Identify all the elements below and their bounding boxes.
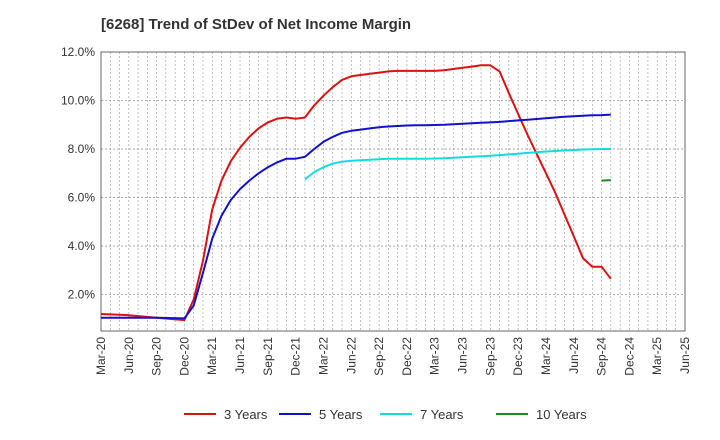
series-line-10-years xyxy=(601,179,611,182)
x-axis: Mar-20 Jun-20 Sep-20 Dec-20 Mar-21 Jun-21 Sep-… xyxy=(94,337,692,376)
y-tick-label: 8.0% xyxy=(68,142,96,156)
x-tick-label: Sep-24 xyxy=(595,337,609,376)
x-tick-label: Jun-22 xyxy=(344,337,358,374)
y-tick-label: 6.0% xyxy=(68,191,96,205)
x-tick-label: Sep-20 xyxy=(150,337,164,376)
x-tick-label: Mar-22 xyxy=(316,337,330,375)
x-tick-label: Sep-21 xyxy=(261,337,275,376)
series-line-7-years xyxy=(304,148,611,181)
plot-border xyxy=(100,51,686,332)
legend: 3 Years 5 Years 7 Years 10 Years xyxy=(184,407,587,422)
x-tick-label: Mar-24 xyxy=(539,337,553,375)
series-line-3-years xyxy=(100,64,612,322)
x-tick-label: Jun-20 xyxy=(122,337,136,374)
legend-label: 10 Years xyxy=(536,407,587,422)
legend-label: 7 Years xyxy=(420,407,464,422)
x-tick-label: Mar-20 xyxy=(94,337,108,375)
x-tick-label: Dec-21 xyxy=(289,337,303,376)
y-tick-label: 4.0% xyxy=(68,239,96,253)
x-tick-label: Dec-20 xyxy=(177,337,191,376)
x-tick-label: Mar-21 xyxy=(205,337,219,375)
x-tick-label: Dec-24 xyxy=(622,337,636,376)
x-tick-label: Sep-23 xyxy=(483,337,497,376)
chart-title: [6268] Trend of StDev of Net Income Marg… xyxy=(101,16,412,33)
series-lines xyxy=(100,64,612,322)
legend-label: 5 Years xyxy=(319,407,363,422)
x-tick-label: Mar-23 xyxy=(428,337,442,375)
x-tick-label: Mar-25 xyxy=(650,337,664,375)
x-tick-label: Sep-22 xyxy=(372,337,386,376)
y-tick-label: 2.0% xyxy=(68,288,96,302)
x-tick-label: Dec-23 xyxy=(511,337,525,376)
legend-label: 3 Years xyxy=(224,407,268,422)
plot-background xyxy=(101,52,685,331)
x-tick-label: Jun-21 xyxy=(233,337,247,374)
series-line-5-years xyxy=(101,113,611,320)
x-tick-label: Dec-22 xyxy=(400,337,414,376)
y-tick-label: 10.0% xyxy=(61,94,95,108)
x-tick-label: Jun-25 xyxy=(678,337,692,374)
y-tick-label: 12.0% xyxy=(61,45,95,59)
y-axis: 2.0% 4.0% 6.0% 8.0% 10.0% 12.0% xyxy=(61,45,95,302)
x-tick-label: Jun-24 xyxy=(567,337,581,374)
x-tick-label: Jun-23 xyxy=(456,337,470,374)
